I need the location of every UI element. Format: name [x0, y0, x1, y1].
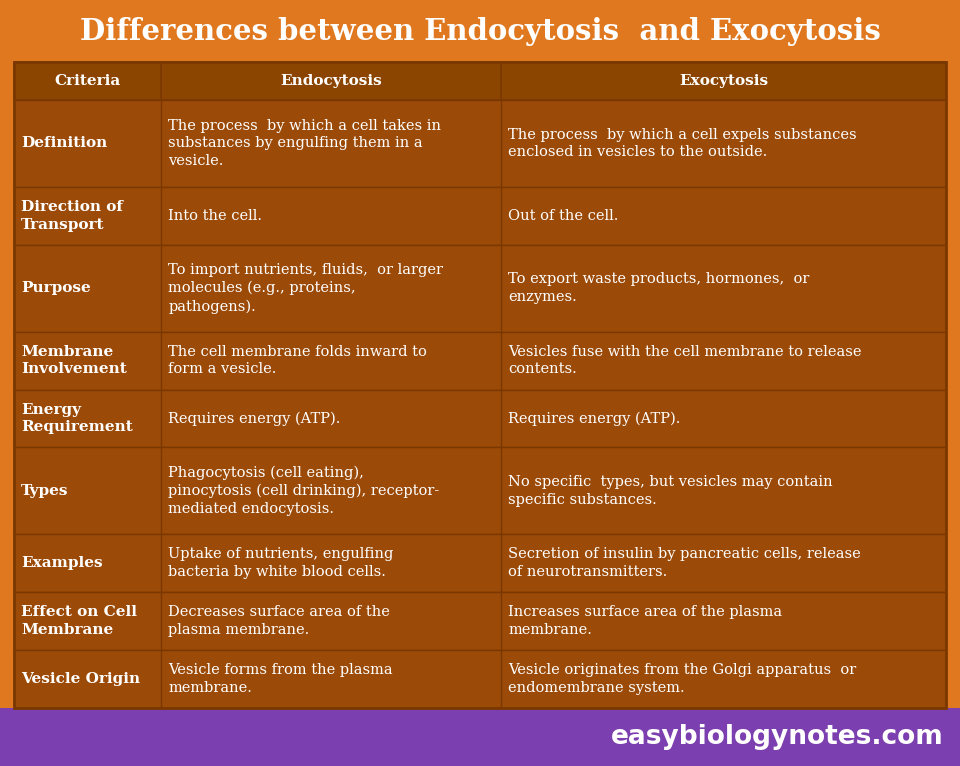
Text: Vesicle forms from the plasma
membrane.: Vesicle forms from the plasma membrane. [168, 663, 393, 695]
Text: Increases surface area of the plasma
membrane.: Increases surface area of the plasma mem… [509, 605, 782, 637]
Text: Exocytosis: Exocytosis [679, 74, 768, 88]
Text: Types: Types [21, 484, 68, 498]
Bar [14, 62, 946, 708]
Text: Phagocytosis (cell eating),
pinocytosis (cell drinking), receptor-
mediated endo: Phagocytosis (cell eating), pinocytosis … [168, 466, 440, 516]
Text: To export waste products, hormones,  or
enzymes.: To export waste products, hormones, or e… [509, 272, 810, 304]
Text: Direction of
Transport: Direction of Transport [21, 200, 123, 232]
Text: No specific  types, but vesicles may contain
specific substances.: No specific types, but vesicles may cont… [509, 475, 833, 507]
Text: Into the cell.: Into the cell. [168, 209, 262, 223]
Text: Energy
Requirement: Energy Requirement [21, 403, 132, 434]
Bar [14, 592, 946, 650]
Text: Criteria: Criteria [55, 74, 121, 88]
Bar [0, 708, 960, 766]
Bar [14, 62, 946, 100]
Bar [0, 0, 960, 62]
Text: The cell membrane folds inward to
form a vesicle.: The cell membrane folds inward to form a… [168, 345, 427, 377]
Bar [14, 535, 946, 592]
Bar [14, 390, 946, 447]
Bar [14, 447, 946, 535]
Text: Differences between Endocytosis  and Exocytosis: Differences between Endocytosis and Exoc… [80, 17, 880, 45]
Text: Secretion of insulin by pancreatic cells, release
of neurotransmitters.: Secretion of insulin by pancreatic cells… [509, 548, 861, 579]
Text: Requires energy (ATP).: Requires energy (ATP). [509, 411, 681, 426]
Text: easybiologynotes.com: easybiologynotes.com [612, 724, 944, 750]
Bar [14, 100, 946, 187]
Text: Vesicles fuse with the cell membrane to release
contents.: Vesicles fuse with the cell membrane to … [509, 345, 862, 377]
Text: Examples: Examples [21, 556, 103, 570]
Text: To import nutrients, fluids,  or larger
molecules (e.g., proteins,
pathogens).: To import nutrients, fluids, or larger m… [168, 263, 444, 313]
Text: Effect on Cell
Membrane: Effect on Cell Membrane [21, 605, 137, 637]
Text: Purpose: Purpose [21, 281, 91, 295]
Text: Definition: Definition [21, 136, 108, 150]
Text: Out of the cell.: Out of the cell. [509, 209, 619, 223]
Text: Uptake of nutrients, engulfing
bacteria by white blood cells.: Uptake of nutrients, engulfing bacteria … [168, 548, 394, 579]
Bar [0, 706, 960, 708]
Text: Membrane
Involvement: Membrane Involvement [21, 345, 127, 377]
Bar [14, 187, 946, 245]
Text: Requires energy (ATP).: Requires energy (ATP). [168, 411, 341, 426]
Text: Endocytosis: Endocytosis [280, 74, 382, 88]
Bar [14, 332, 946, 390]
Text: Vesicle Origin: Vesicle Origin [21, 672, 140, 686]
Text: Decreases surface area of the
plasma membrane.: Decreases surface area of the plasma mem… [168, 605, 390, 637]
Text: The process  by which a cell expels substances
enclosed in vesicles to the outsi: The process by which a cell expels subst… [509, 127, 857, 159]
Bar [14, 650, 946, 708]
Text: Vesicle originates from the Golgi apparatus  or
endomembrane system.: Vesicle originates from the Golgi appara… [509, 663, 856, 695]
Bar [14, 245, 946, 332]
Text: The process  by which a cell takes in
substances by engulfing them in a
vesicle.: The process by which a cell takes in sub… [168, 119, 442, 169]
